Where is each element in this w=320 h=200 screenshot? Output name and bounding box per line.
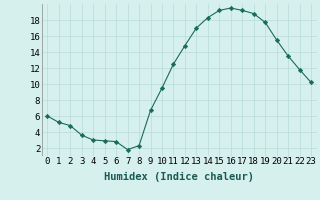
X-axis label: Humidex (Indice chaleur): Humidex (Indice chaleur)	[104, 172, 254, 182]
